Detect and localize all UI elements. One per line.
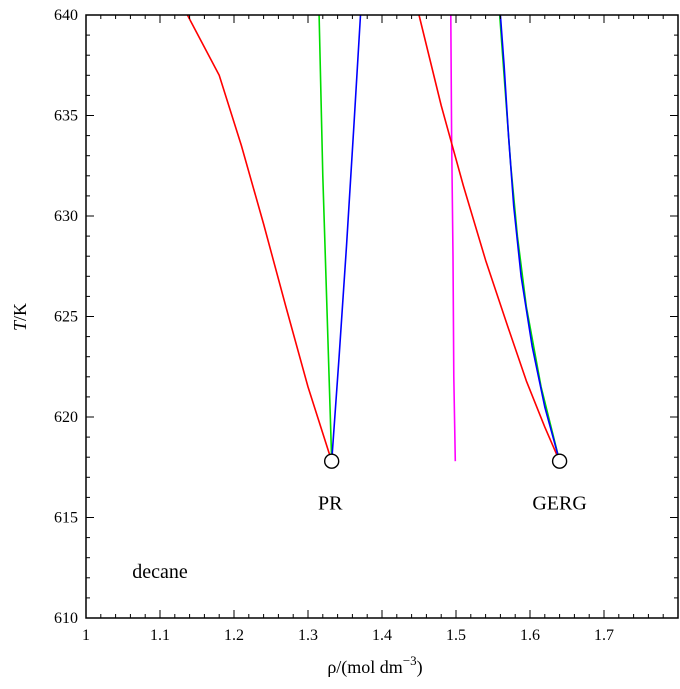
x-tick-label: 1.7: [594, 627, 614, 644]
series-line-4: [418, 14, 561, 462]
x-tick-label: 1.1: [150, 627, 170, 644]
y-tick-label: 635: [54, 108, 78, 125]
x-tick-label: 1: [82, 627, 90, 644]
y-tick-label: 630: [54, 208, 78, 225]
series-line-6: [499, 14, 561, 462]
y-tick-label: 625: [54, 309, 78, 326]
x-tick-label: 1.3: [298, 627, 318, 644]
y-tick-label: 620: [54, 409, 78, 426]
curve-layer: [186, 14, 561, 462]
plot-frame: [85, 14, 679, 619]
series-line-2: [330, 14, 362, 462]
x-tick-label: 1.6: [520, 627, 540, 644]
x-tick-label: 1.4: [372, 627, 392, 644]
critical-point-marker-0: [323, 453, 340, 469]
y-axis-label: T/K: [10, 303, 30, 331]
x-axis-label-exponent: −3: [403, 653, 417, 668]
x-tick-label: 1.5: [446, 627, 466, 644]
y-tick-label: 640: [54, 7, 78, 24]
series-line-5: [498, 14, 561, 462]
series-line-1: [318, 14, 333, 462]
annotation-label-2: GERG: [532, 492, 586, 514]
critical-point-layer: [323, 453, 568, 469]
tick-layer: 1 1.1 1.2 1.3 1.4 1.5 1.6 1.7 610 615 620 625 630 635…: [54, 7, 678, 644]
series-line-0: [186, 14, 333, 462]
annotation-layer: decane PR GERG: [132, 492, 587, 582]
x-tick-label: 1.2: [224, 627, 244, 644]
annotation-label-0: decane: [132, 561, 188, 583]
x-axis-label: ρ/(mol dm−3): [327, 653, 422, 678]
series-line-3: [450, 14, 457, 462]
annotation-label-1: PR: [318, 492, 343, 514]
y-tick-label: 615: [54, 510, 78, 527]
critical-point-marker-1: [551, 453, 568, 469]
y-tick-label: 610: [54, 610, 78, 627]
